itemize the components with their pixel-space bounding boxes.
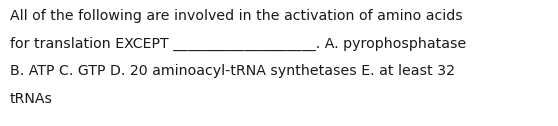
- Text: B. ATP C. GTP D. 20 aminoacyl-tRNA synthetases E. at least 32: B. ATP C. GTP D. 20 aminoacyl-tRNA synth…: [10, 64, 455, 78]
- Text: tRNAs: tRNAs: [10, 92, 53, 106]
- Text: All of the following are involved in the activation of amino acids: All of the following are involved in the…: [10, 9, 463, 23]
- Text: for translation EXCEPT ____________________. A. pyrophosphatase: for translation EXCEPT _________________…: [10, 37, 466, 51]
